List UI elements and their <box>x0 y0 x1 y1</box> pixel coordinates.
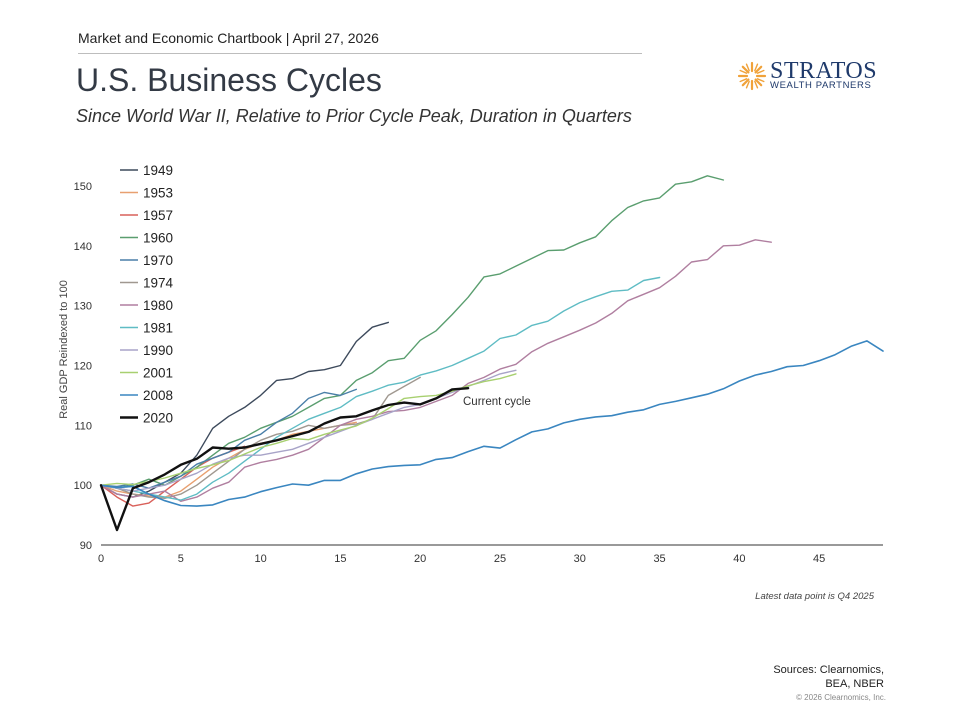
logo-subtitle: WEALTH PARTNERS <box>770 80 872 91</box>
current-cycle-annotation: Current cycle <box>463 396 531 408</box>
legend-label-1990: 1990 <box>143 343 173 358</box>
page-title: U.S. Business Cycles <box>76 62 382 98</box>
logo-name: STRATOS <box>770 58 878 84</box>
x-tick-label: 5 <box>178 553 184 565</box>
legend-label-1974: 1974 <box>143 276 174 291</box>
company-logo: STRATOS WEALTH PARTNERS <box>736 58 878 92</box>
legend-label-1981: 1981 <box>143 321 173 336</box>
page-subtitle: Since World War II, Relative to Prior Cy… <box>76 106 632 126</box>
legend-label-1960: 1960 <box>143 231 173 246</box>
legend-label-2001: 2001 <box>143 366 173 381</box>
sources-note: Sources: Clearnomics, BEA, NBER <box>724 663 884 691</box>
y-tick-label: 90 <box>80 540 92 552</box>
series-line-1990 <box>100 369 517 492</box>
x-tick-label: 40 <box>733 553 745 565</box>
legend-label-1953: 1953 <box>143 186 173 201</box>
series-line-1970 <box>100 388 357 489</box>
y-tick-label: 110 <box>74 420 92 432</box>
y-tick-label: 120 <box>74 360 92 372</box>
latest-data-note: Latest data point is Q4 2025 <box>755 591 874 602</box>
series-line-1980 <box>100 239 772 502</box>
legend-label-1957: 1957 <box>143 208 173 223</box>
sources-line-2: BEA, NBER <box>825 678 884 690</box>
legend-label-2008: 2008 <box>143 388 173 403</box>
legend-label-1970: 1970 <box>143 253 173 268</box>
legend-label-1980: 1980 <box>143 298 173 313</box>
series-line-1949 <box>100 321 389 498</box>
y-tick-label: 130 <box>74 301 92 313</box>
copyright-note: © 2026 Clearnomics, Inc. <box>796 693 886 702</box>
legend-label-2020: 2020 <box>143 411 173 426</box>
header-divider <box>78 53 642 54</box>
y-tick-label: 100 <box>74 480 92 492</box>
x-tick-label: 0 <box>98 553 104 565</box>
x-tick-label: 25 <box>494 553 506 565</box>
x-tick-label: 45 <box>813 553 825 565</box>
y-tick-label: 140 <box>74 241 92 253</box>
series-line-1960 <box>100 175 725 489</box>
series-line-1981 <box>100 276 661 501</box>
x-tick-label: 35 <box>653 553 665 565</box>
sunburst-icon <box>737 61 767 91</box>
x-tick-label: 20 <box>414 553 426 565</box>
sources-line-1: Sources: Clearnomics, <box>773 664 884 676</box>
series-line-2020 <box>99 387 470 532</box>
x-tick-label: 10 <box>254 553 266 565</box>
series-line-2008 <box>100 340 884 507</box>
legend-label-1949: 1949 <box>143 163 173 178</box>
chartbook-header: Market and Economic Chartbook | April 27… <box>78 30 379 46</box>
y-axis-label: Real GDP Reindexed to 100 <box>58 280 70 419</box>
x-tick-label: 15 <box>334 553 346 565</box>
y-tick-label: 150 <box>74 181 92 193</box>
x-tick-label: 30 <box>574 553 586 565</box>
